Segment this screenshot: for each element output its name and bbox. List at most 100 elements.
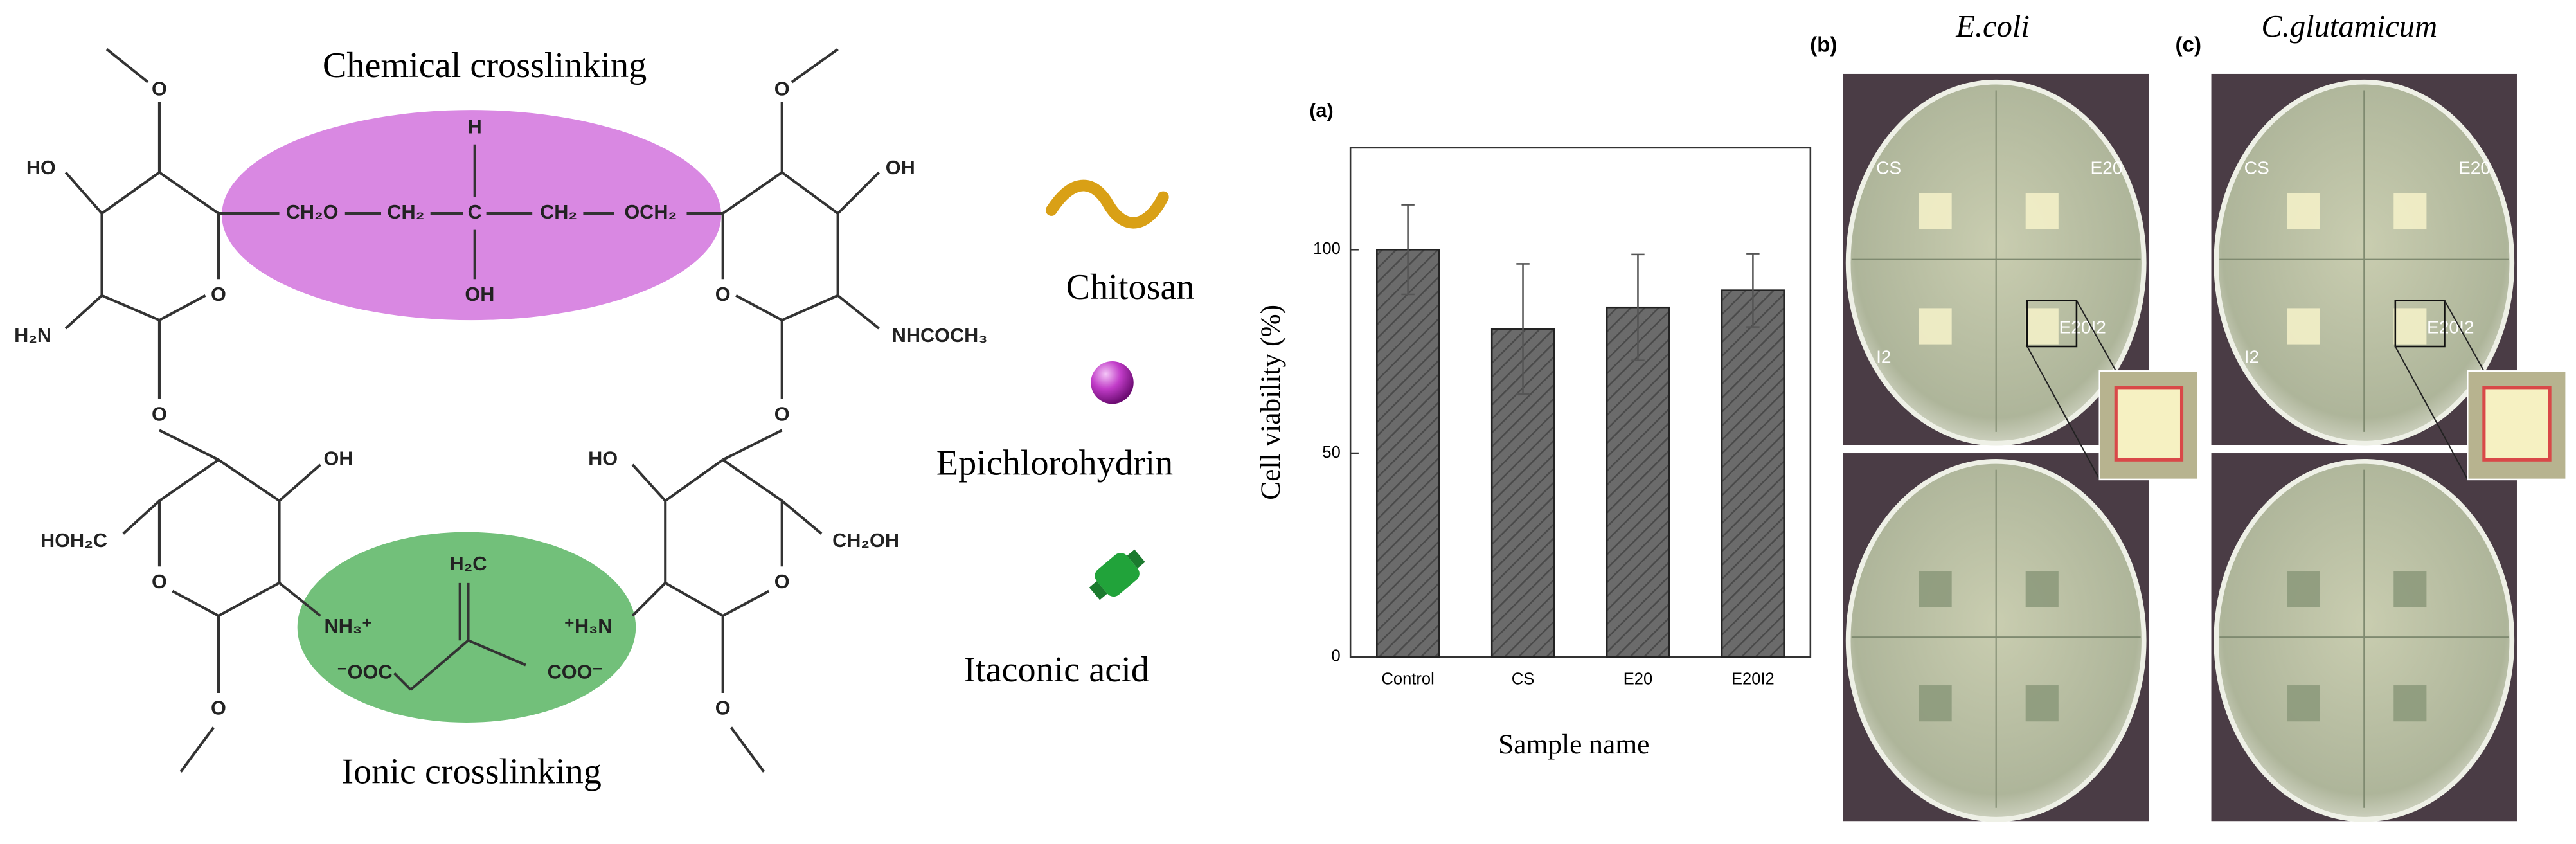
x-tick-label: E20 [1623, 670, 1652, 688]
atom-label: CH₂O [286, 201, 339, 223]
sample-film [2287, 193, 2320, 229]
atom-label: O [211, 283, 226, 305]
error-bar [1516, 263, 1530, 395]
atom-label: C [468, 201, 482, 223]
legend-label: Epichlorohydrin [936, 443, 1173, 483]
atom-label: O [774, 403, 790, 425]
zoom-box [2026, 300, 2078, 348]
crosslink-region [222, 110, 722, 321]
plate-label: E20I2 [2059, 317, 2106, 337]
plate-label: CS [1876, 158, 1901, 178]
legend-label: Chitosan [1066, 267, 1195, 307]
sample-film [2025, 193, 2059, 229]
chemical-bonds [64, 48, 880, 773]
atom-label: O [715, 283, 731, 305]
atom-label: O [715, 697, 731, 719]
x-tick-label: E20I2 [1731, 670, 1775, 688]
atom-label: O [774, 571, 790, 593]
sample-film [2393, 193, 2427, 229]
y-axis-label: Cell viability (%) [1255, 305, 1286, 500]
atom-label: NH₃⁺ [325, 615, 373, 637]
sample-film [2025, 308, 2059, 345]
zoom-line [2394, 300, 2485, 480]
atom-label: OH [324, 447, 353, 469]
panel-label: (a) [1309, 100, 1333, 121]
sample-film [1919, 193, 1952, 229]
epichlorohydrin-icon [1091, 361, 1134, 404]
atom-label: HO [588, 447, 618, 469]
error-bar [1401, 204, 1415, 296]
plate-label: CS [2244, 158, 2269, 178]
zoom-film [2482, 386, 2552, 462]
sample-film [2025, 685, 2059, 722]
panel-title: E.coli [1955, 9, 2030, 44]
atom-label: O [152, 571, 167, 593]
sample-film [1919, 685, 1952, 722]
crosslink-region [297, 532, 636, 723]
atom-label: CH₂ [540, 201, 577, 223]
atom-label: NHCOCH₃ [892, 325, 988, 346]
atom-label: CH₂ [387, 201, 424, 223]
atom-label: ⁻OOC [337, 661, 392, 683]
bar-chart: (a) Cell viability (%) Sample name 0 50 10… [1255, 100, 1812, 760]
zoom-line [2026, 300, 2117, 480]
bar [1606, 306, 1670, 658]
plate-divider [1851, 469, 2141, 808]
plate-label: E20 [2458, 158, 2491, 178]
atom-label: O [211, 697, 226, 719]
plot-frame [1349, 147, 1812, 658]
atom-label: H [468, 116, 482, 138]
error-bar [1746, 253, 1760, 328]
y-tick-label: 50 [1322, 444, 1340, 462]
plate-label: E20 [2090, 158, 2122, 178]
y-tick-label: 0 [1332, 647, 1341, 665]
error-bar [1631, 253, 1645, 361]
x-tick-label: Control [1381, 670, 1434, 688]
plate-label: I2 [1876, 346, 1891, 366]
sample-film [2393, 685, 2427, 722]
sample-film [2025, 571, 2059, 607]
zoom-box [2394, 300, 2446, 348]
atom-label: OH [886, 157, 915, 179]
atom-label: HO [26, 157, 56, 179]
legend-label: Itaconic acid [963, 650, 1149, 690]
atom-label: H₂C [450, 553, 487, 575]
diagram-label: Chemical crosslinking [323, 46, 647, 85]
x-axis-label: Sample name [1498, 729, 1649, 760]
atom-label: H₂N [14, 325, 51, 346]
panel-label: (c) [2175, 33, 2201, 57]
sample-film [2393, 308, 2427, 345]
x-tick-label: CS [1512, 670, 1535, 688]
atom-label: O [774, 78, 790, 100]
plate-label: I2 [2244, 346, 2259, 366]
itaconic-acid-icon [1089, 549, 1145, 600]
sample-film [1919, 308, 1952, 345]
sample-film [2393, 571, 2427, 607]
y-tick-label: 100 [1313, 240, 1341, 258]
plate-divider [2219, 469, 2509, 808]
plate-label: E20I2 [2427, 317, 2474, 337]
sample-film [2287, 308, 2320, 345]
atom-label: O [152, 403, 167, 425]
panel-title: C.glutamicum [2261, 9, 2437, 44]
atom-label: ⁺H₃N [564, 615, 613, 637]
sample-film [2287, 571, 2320, 607]
atom-label: OH [465, 283, 494, 305]
atom-label: OCH₂ [624, 201, 677, 223]
atom-label: COO⁻ [548, 661, 603, 683]
zoom-film [2114, 386, 2184, 462]
atom-label: O [152, 78, 167, 100]
chitosan-icon [1045, 179, 1169, 229]
bar [1721, 289, 1785, 658]
diagram-label: Ionic crosslinking [341, 752, 601, 792]
plate-divider [1851, 90, 2141, 432]
atom-label: CH₂OH [832, 530, 899, 552]
plate-divider [2219, 90, 2509, 432]
atom-label: HOH₂C [40, 530, 107, 552]
panel-label: (b) [1810, 33, 1837, 57]
sample-film [2287, 685, 2320, 722]
bar [1376, 249, 1440, 658]
sample-film [1919, 571, 1952, 607]
